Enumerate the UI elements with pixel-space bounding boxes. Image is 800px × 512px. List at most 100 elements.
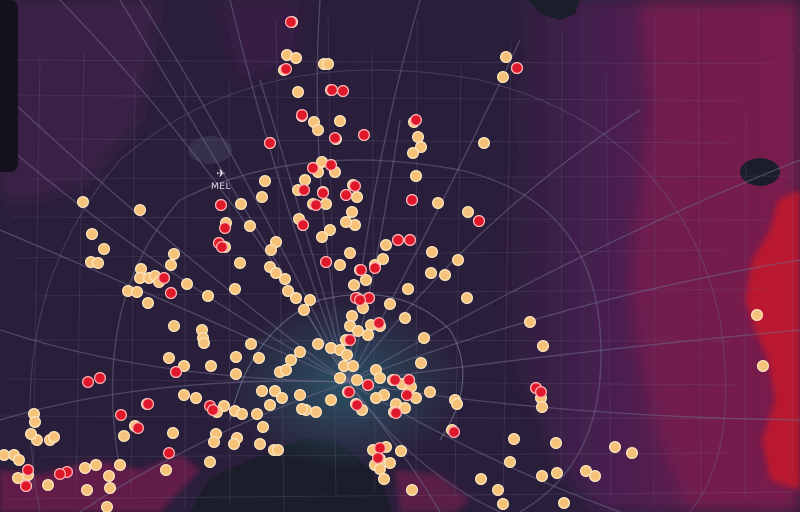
map-marker-standard[interactable]: [500, 50, 513, 63]
map-marker-standard[interactable]: [178, 360, 191, 373]
map-marker-highlight[interactable]: [158, 272, 171, 285]
map-marker-standard[interactable]: [181, 278, 194, 291]
map-marker-standard[interactable]: [97, 243, 110, 256]
map-marker-standard[interactable]: [270, 267, 283, 280]
map-marker-standard[interactable]: [25, 428, 38, 441]
map-marker-standard[interactable]: [334, 114, 347, 127]
map-marker-standard[interactable]: [588, 470, 601, 483]
map-marker-standard[interactable]: [549, 437, 562, 450]
map-marker-highlight[interactable]: [511, 61, 524, 74]
map-marker-standard[interactable]: [334, 259, 347, 272]
map-marker-highlight[interactable]: [310, 199, 323, 212]
map-marker-standard[interactable]: [294, 346, 307, 359]
map-marker-standard[interactable]: [399, 402, 412, 415]
map-marker-standard[interactable]: [406, 484, 419, 497]
map-marker-standard[interactable]: [410, 170, 423, 183]
map-marker-standard[interactable]: [452, 254, 465, 267]
map-marker-highlight[interactable]: [448, 426, 461, 439]
map-marker-standard[interactable]: [134, 204, 147, 217]
map-marker-highlight[interactable]: [349, 180, 362, 193]
map-marker-highlight[interactable]: [53, 468, 66, 481]
map-marker-standard[interactable]: [165, 259, 178, 272]
map-marker-standard[interactable]: [204, 456, 217, 469]
map-marker-standard[interactable]: [272, 444, 285, 457]
map-marker-standard[interactable]: [245, 338, 258, 351]
map-marker-highlight[interactable]: [354, 294, 367, 307]
map-marker-standard[interactable]: [750, 309, 763, 322]
map-marker-highlight[interactable]: [297, 219, 310, 232]
map-marker-standard[interactable]: [535, 470, 548, 483]
map-marker-standard[interactable]: [340, 216, 353, 229]
map-marker-highlight[interactable]: [403, 374, 416, 387]
map-marker-standard[interactable]: [167, 427, 180, 440]
map-marker-standard[interactable]: [557, 497, 570, 510]
map-marker-standard[interactable]: [535, 401, 548, 414]
map-marker-standard[interactable]: [384, 457, 397, 470]
map-marker-standard[interactable]: [310, 406, 323, 419]
map-marker-standard[interactable]: [352, 325, 365, 338]
map-marker-standard[interactable]: [348, 279, 361, 292]
map-marker-standard[interactable]: [344, 247, 357, 260]
map-marker-standard[interactable]: [351, 191, 364, 204]
map-marker-standard[interactable]: [13, 454, 26, 467]
map-marker-standard[interactable]: [103, 482, 116, 495]
map-marker-highlight[interactable]: [320, 256, 333, 269]
map-marker-standard[interactable]: [756, 360, 769, 373]
map-marker-standard[interactable]: [251, 408, 264, 421]
map-marker-highlight[interactable]: [207, 404, 220, 417]
map-marker-highlight[interactable]: [392, 234, 405, 247]
map-marker-highlight[interactable]: [362, 379, 375, 392]
map-marker-standard[interactable]: [304, 294, 317, 307]
map-marker-standard[interactable]: [370, 392, 383, 405]
map-marker-standard[interactable]: [550, 467, 563, 480]
map-marker-standard[interactable]: [374, 372, 387, 385]
map-marker-standard[interactable]: [290, 292, 303, 305]
map-marker-standard[interactable]: [142, 297, 155, 310]
map-marker-standard[interactable]: [377, 253, 390, 266]
map-marker-highlight[interactable]: [374, 442, 387, 455]
map-marker-standard[interactable]: [324, 224, 337, 237]
map-marker-highlight[interactable]: [406, 194, 419, 207]
map-marker-standard[interactable]: [426, 246, 439, 259]
map-marker-highlight[interactable]: [280, 62, 293, 75]
map-marker-standard[interactable]: [163, 352, 176, 365]
map-marker-highlight[interactable]: [20, 480, 33, 493]
map-marker-standard[interactable]: [256, 191, 269, 204]
map-marker-standard[interactable]: [236, 408, 249, 421]
map-marker-standard[interactable]: [299, 174, 312, 187]
map-marker-standard[interactable]: [346, 310, 359, 323]
map-marker-standard[interactable]: [412, 131, 425, 144]
map-marker-standard[interactable]: [276, 392, 289, 405]
map-marker-standard[interactable]: [257, 421, 270, 434]
map-marker-standard[interactable]: [205, 360, 218, 373]
map-marker-standard[interactable]: [265, 244, 278, 257]
map-marker-standard[interactable]: [160, 464, 173, 477]
map-marker-highlight[interactable]: [343, 386, 356, 399]
map-marker-standard[interactable]: [80, 484, 93, 497]
map-marker-standard[interactable]: [279, 273, 292, 286]
map-marker-standard[interactable]: [256, 385, 269, 398]
map-marker-highlight[interactable]: [219, 222, 232, 235]
map-marker-standard[interactable]: [351, 374, 364, 387]
map-marker-highlight[interactable]: [317, 187, 330, 200]
map-marker-standard[interactable]: [229, 283, 242, 296]
map-marker-standard[interactable]: [508, 433, 521, 446]
map-marker-highlight[interactable]: [355, 264, 368, 277]
map-marker-highlight[interactable]: [369, 262, 382, 275]
map-marker-standard[interactable]: [296, 403, 309, 416]
map-marker-standard[interactable]: [230, 368, 243, 381]
map-marker-standard[interactable]: [298, 304, 311, 317]
map-marker-highlight[interactable]: [325, 159, 338, 172]
map-marker-standard[interactable]: [312, 338, 325, 351]
map-marker-standard[interactable]: [316, 231, 329, 244]
map-marker-standard[interactable]: [536, 340, 549, 353]
map-marker-standard[interactable]: [235, 198, 248, 211]
map-marker-standard[interactable]: [113, 459, 126, 472]
map-marker-standard[interactable]: [285, 354, 298, 367]
map-marker-standard[interactable]: [230, 351, 243, 364]
map-marker-standard[interactable]: [101, 501, 113, 512]
map-marker-standard[interactable]: [608, 441, 621, 454]
map-marker-standard[interactable]: [78, 462, 91, 475]
map-marker-highlight[interactable]: [93, 372, 106, 385]
map-marker-highlight[interactable]: [296, 108, 309, 121]
